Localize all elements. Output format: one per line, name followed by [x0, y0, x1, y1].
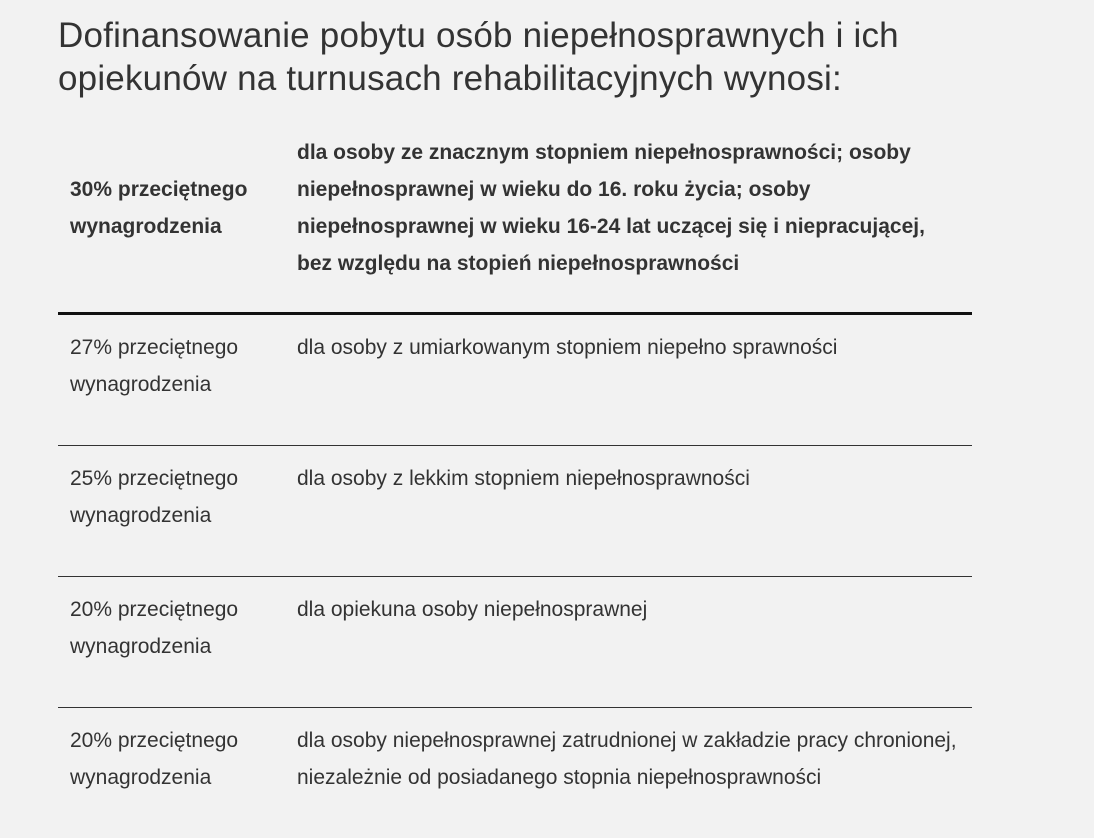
- table-row: 25% przeciętnego wynagrodzenia dla osoby…: [58, 446, 972, 577]
- row-amount: 20% przeciętnego wynagrodzenia: [58, 577, 285, 708]
- subsidy-table: 30% przeciętnego wynagrodzenia dla osoby…: [58, 130, 972, 838]
- page-title: Dofinansowanie pobytu osób niepełnospraw…: [58, 14, 1018, 100]
- header-description: dla osoby ze znacznym stopniem niepełnos…: [285, 130, 972, 314]
- table-row: 20% przeciętnego wynagrodzenia dla osoby…: [58, 708, 972, 838]
- row-amount: 20% przeciętnego wynagrodzenia: [58, 708, 285, 838]
- table-row: 20% przeciętnego wynagrodzenia dla opiek…: [58, 577, 972, 708]
- row-amount: 27% przeciętnego wynagrodzenia: [58, 314, 285, 446]
- row-amount: 25% przeciętnego wynagrodzenia: [58, 446, 285, 577]
- table-header-row: 30% przeciętnego wynagrodzenia dla osoby…: [58, 130, 972, 314]
- table-row: 27% przeciętnego wynagrodzenia dla osoby…: [58, 314, 972, 446]
- row-description: dla osoby z umiarkowanym stopniem niepeł…: [285, 314, 972, 446]
- row-description: dla osoby niepełnosprawnej zatrudnionej …: [285, 708, 972, 838]
- row-description: dla opiekuna osoby niepełnosprawnej: [285, 577, 972, 708]
- header-amount: 30% przeciętnego wynagrodzenia: [58, 130, 285, 314]
- row-description: dla osoby z lekkim stopniem niepełnospra…: [285, 446, 972, 577]
